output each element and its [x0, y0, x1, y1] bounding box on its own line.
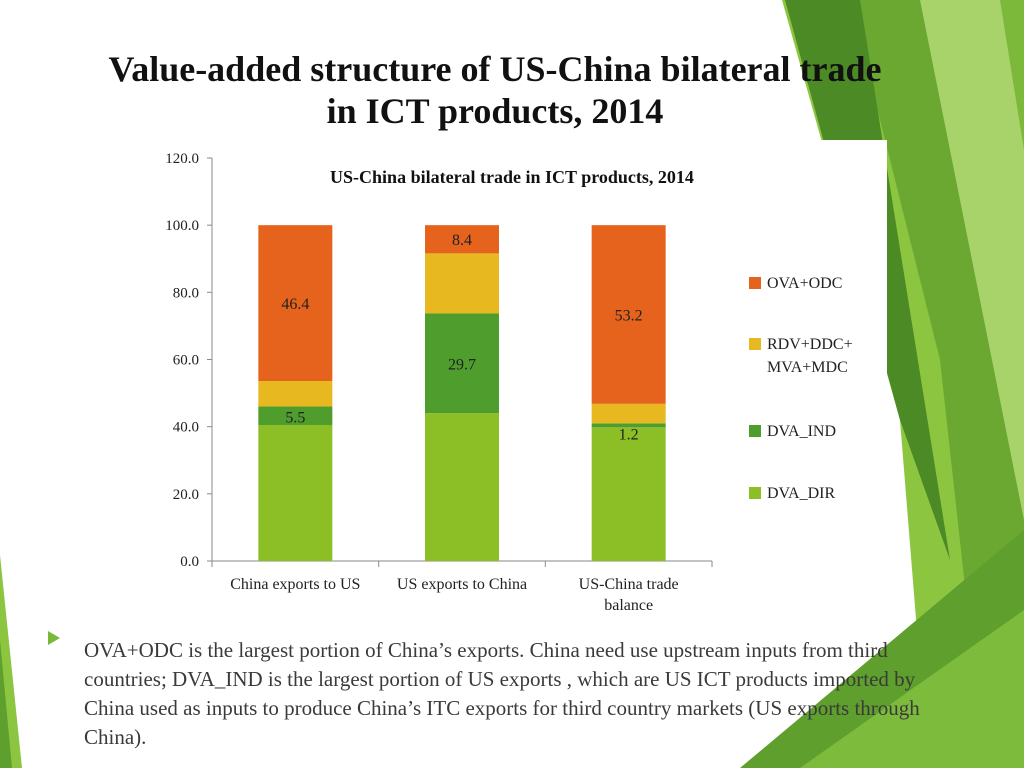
data-label: 1.2 — [619, 426, 639, 443]
y-tick-label: 0.0 — [180, 554, 199, 570]
y-tick-label: 100.0 — [165, 218, 199, 234]
x-category-label: US-China trade balance — [579, 576, 679, 614]
bar-segment — [591, 403, 666, 424]
legend-swatch — [749, 487, 761, 499]
data-label: 8.4 — [452, 232, 472, 249]
bar-segment — [425, 253, 499, 314]
x-category-label: China exports to US — [230, 576, 360, 593]
x-category-label: US exports to China — [397, 576, 527, 593]
data-label: 29.7 — [448, 356, 476, 373]
bar-segment — [258, 406, 333, 425]
y-tick-label: 120.0 — [165, 151, 199, 167]
data-label: 53.2 — [615, 307, 643, 324]
y-tick-label: 40.0 — [173, 420, 199, 436]
y-tick-label: 60.0 — [173, 353, 199, 369]
chart-panel: US-China bilateral trade in ICT products… — [112, 140, 887, 628]
bar-segment — [591, 427, 666, 561]
chart-title: US-China bilateral trade in ICT products… — [330, 167, 694, 187]
bar-segment — [425, 313, 499, 414]
legend-swatch — [749, 425, 761, 437]
bar-segment — [425, 225, 499, 254]
legend-label: RDV+DDC+ MVA+MDC — [767, 336, 853, 376]
legend-swatch — [749, 338, 761, 350]
bar-segment — [258, 225, 333, 381]
legend-label: DVA_IND — [767, 423, 836, 440]
slide-title: Value-added structure of US-China bilate… — [108, 49, 882, 131]
y-tick-label: 20.0 — [173, 487, 199, 503]
stacked-bar-chart: US-China bilateral trade in ICT products… — [165, 151, 853, 614]
bar-segment — [258, 424, 333, 561]
data-label: 46.4 — [281, 296, 309, 313]
bullet-arrow-icon — [48, 631, 60, 645]
bar-segment — [591, 225, 666, 404]
legend-label: DVA_DIR — [767, 485, 835, 502]
bullet-text: OVA+ODC is the largest portion of China’… — [84, 638, 920, 749]
legend-label: OVA+ODC — [767, 275, 842, 292]
y-tick-label: 80.0 — [173, 285, 199, 301]
legend-swatch — [749, 277, 761, 289]
bar-segment — [425, 413, 499, 561]
bar-segment — [591, 423, 666, 428]
data-label: 5.5 — [285, 410, 305, 427]
bar-segment — [258, 380, 333, 407]
